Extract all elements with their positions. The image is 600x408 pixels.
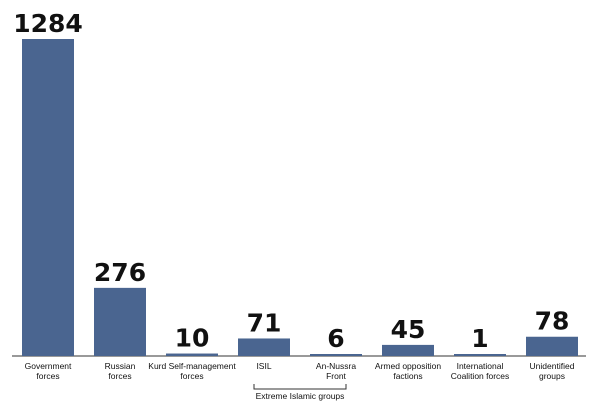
category-label-7-line-1: groups — [539, 371, 565, 381]
category-label-0-line-0: Government — [25, 361, 72, 371]
value-labels-group: 1284 276 10 71 6 45 1 78 — [13, 9, 569, 353]
value-label-0: 1284 — [13, 9, 83, 38]
category-label-4-line-1: Front — [326, 371, 346, 381]
category-label-2-line-1: forces — [180, 371, 203, 381]
category-label-1-line-1: forces — [108, 371, 131, 381]
category-label-0-line-1: forces — [36, 371, 59, 381]
value-label-7: 78 — [535, 307, 570, 336]
bar-1 — [94, 287, 146, 356]
bar-3 — [238, 338, 290, 356]
group-bracket-label: Extreme Islamic groups — [256, 391, 345, 401]
category-label-6-line-1: Coalition forces — [451, 371, 510, 381]
category-label-6-line-0: International — [457, 361, 504, 371]
group-bracket-line — [253, 384, 347, 390]
bar-5 — [382, 344, 434, 356]
value-label-6: 1 — [471, 324, 488, 353]
category-label-5-line-0: Armed opposition — [375, 361, 441, 371]
category-label-2-line-0: Kurd Self-management — [148, 361, 236, 371]
bar-0 — [22, 39, 74, 356]
category-label-5-line-1: factions — [393, 371, 422, 381]
bar-7 — [526, 336, 578, 356]
category-label-3-line-0: ISIL — [256, 361, 271, 371]
group-bracket: Extreme Islamic groups — [253, 384, 347, 401]
bar-6 — [454, 354, 506, 356]
value-label-5: 45 — [391, 315, 426, 344]
value-label-3: 71 — [247, 308, 282, 337]
value-label-2: 10 — [175, 324, 210, 353]
category-label-7-line-0: Unidentified — [530, 361, 575, 371]
value-label-4: 6 — [327, 324, 344, 353]
bar-2 — [166, 353, 218, 356]
bars-group — [22, 39, 578, 356]
category-label-4-line-0: An-Nussra — [316, 361, 356, 371]
value-label-1: 276 — [94, 258, 146, 287]
bar-4 — [310, 354, 362, 356]
category-label-1-line-0: Russian — [105, 361, 136, 371]
